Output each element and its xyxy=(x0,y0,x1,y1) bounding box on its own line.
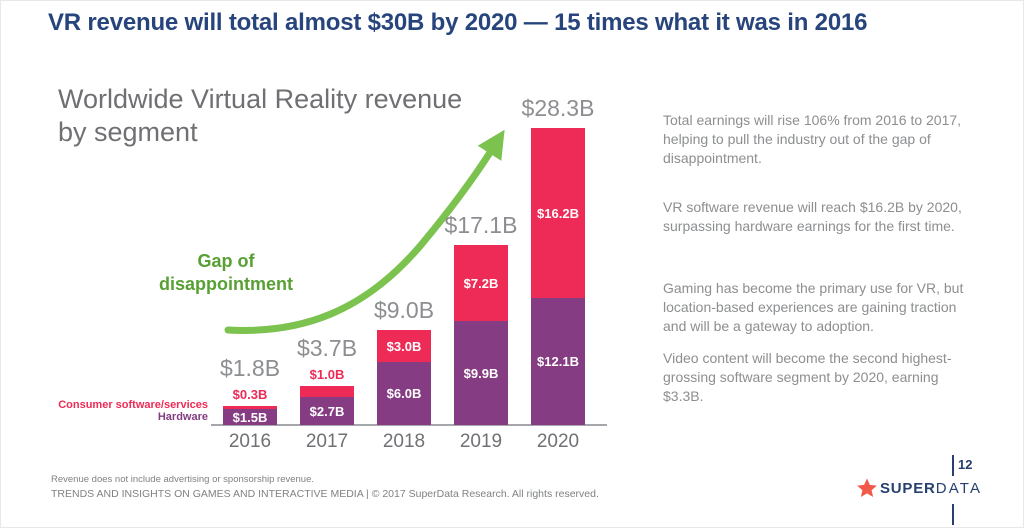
total-value-2018: $9.0B xyxy=(373,297,435,323)
superdata-logo: SUPER DATA xyxy=(857,477,982,499)
slide-title: VR revenue will total almost $30B by 202… xyxy=(48,9,868,36)
insight-paragraph-3: Gaming has become the primary use for VR… xyxy=(663,280,964,334)
total-value-2019: $17.1B xyxy=(444,212,518,238)
bar-hardware-2020: $12.1B xyxy=(531,298,585,425)
total-value-2020: $28.3B xyxy=(521,95,595,121)
footnote: Revenue does not include advertising or … xyxy=(51,474,314,485)
bar-software-2016 xyxy=(223,406,277,409)
bar-hardware-2017: $2.7B xyxy=(300,397,354,425)
logo-text-super: SUPER xyxy=(880,479,936,497)
insight-paragraph-2: VR software revenue will reach $16.2B by… xyxy=(663,199,962,234)
logo-text-data: DATA xyxy=(935,479,983,497)
software-value-2017: $1.0B xyxy=(309,367,345,382)
page-number: 12 xyxy=(958,457,973,472)
year-label-2020: 2020 xyxy=(536,431,580,452)
year-label-2017: 2017 xyxy=(305,431,349,452)
bar-software-2019: $7.2B xyxy=(454,245,508,321)
gap-annotation-line2: disappointment xyxy=(159,274,293,294)
bar-software-2017 xyxy=(300,386,354,397)
year-label-2018: 2018 xyxy=(382,431,426,452)
bar-hardware-2016: $1.5B xyxy=(223,409,277,425)
year-label-2019: 2019 xyxy=(459,431,503,452)
insight-paragraph-1: Total earnings will rise 106% from 2016 … xyxy=(663,112,962,166)
gap-annotation-line1: Gap of xyxy=(197,251,255,271)
bar-hardware-2019: $9.9B xyxy=(454,321,508,425)
star-icon xyxy=(857,478,877,497)
bar-hardware-2018: $6.0B xyxy=(377,362,431,425)
bar-software-2020: $16.2B xyxy=(531,128,585,298)
legend-consumer-software: Consumer software/services xyxy=(58,399,208,411)
legend-hardware: Hardware xyxy=(157,411,208,423)
total-value-2016: $1.8B xyxy=(219,355,281,381)
x-axis-line xyxy=(211,424,607,426)
year-label-2016: 2016 xyxy=(228,431,272,452)
chart-title-line1: Worldwide Virtual Reality revenue xyxy=(58,84,463,114)
total-value-2017: $3.7B xyxy=(296,335,358,361)
software-value-2016: $0.3B xyxy=(232,387,268,402)
gap-annotation: Gap of disappointment xyxy=(136,250,316,296)
chart-title-line2: by segment xyxy=(58,117,198,147)
copyright-line: TRENDS AND INSIGHTS ON GAMES AND INTERAC… xyxy=(51,488,599,500)
chart-title: Worldwide Virtual Reality revenue by seg… xyxy=(58,83,462,149)
divider-line-top xyxy=(952,455,954,476)
bar-software-2018: $3.0B xyxy=(377,330,431,362)
divider-line-bottom xyxy=(952,504,954,525)
insight-paragraph-4: Video content will become the second hig… xyxy=(663,350,952,404)
